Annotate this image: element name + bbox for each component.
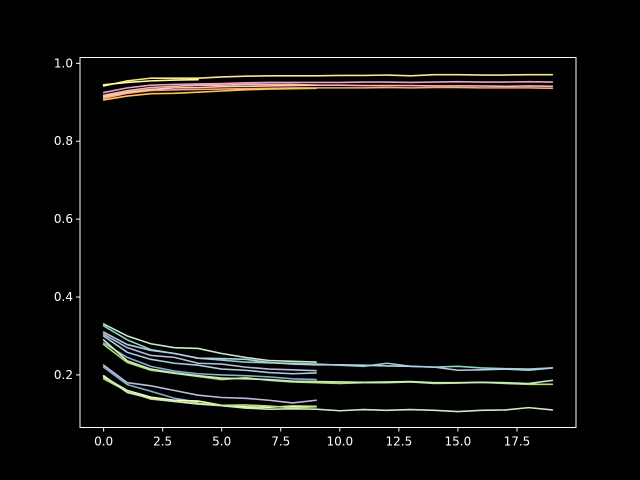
series-layer (102, 73, 554, 413)
series-line-2 (102, 83, 554, 97)
y-tick-label: 0.4 (54, 290, 73, 304)
y-tick-label: 0.6 (54, 212, 73, 226)
series-line-5 (102, 84, 317, 98)
x-tick-label: 12.5 (385, 435, 412, 449)
y-tick-label: 0.8 (54, 134, 73, 148)
y-axis: 0.2 0.4 0.6 0.8 1.0 (54, 56, 80, 382)
series-line-15 (102, 339, 554, 385)
series-line-8 (102, 323, 317, 363)
series-line-3 (102, 80, 554, 94)
series-line-16 (102, 364, 317, 404)
series-line-12 (102, 335, 317, 375)
x-tick-label: 2.5 (153, 435, 172, 449)
y-tick-label: 0.2 (54, 368, 73, 382)
series-line-11 (102, 333, 317, 372)
x-tick-label: 0.0 (94, 435, 113, 449)
y-tick-label: 1.0 (54, 56, 73, 70)
x-tick-label: 15.0 (445, 435, 472, 449)
series-line-1 (102, 73, 554, 87)
series-line-17 (102, 366, 199, 403)
x-tick-label: 10.0 (326, 435, 353, 449)
series-line-13 (102, 342, 317, 381)
x-axis: 0.0 2.5 5.0 7.5 10.0 12.5 15.0 17.5 (94, 427, 531, 449)
series-line-10 (102, 331, 554, 372)
plot-area-frame (79, 57, 577, 428)
x-tick-label: 7.5 (271, 435, 290, 449)
series-line-4 (102, 86, 554, 100)
x-tick-label: 5.0 (212, 435, 231, 449)
x-tick-label: 17.5 (504, 435, 531, 449)
series-line-20 (102, 374, 554, 413)
series-line-7 (102, 87, 317, 101)
series-line-6 (102, 78, 199, 86)
